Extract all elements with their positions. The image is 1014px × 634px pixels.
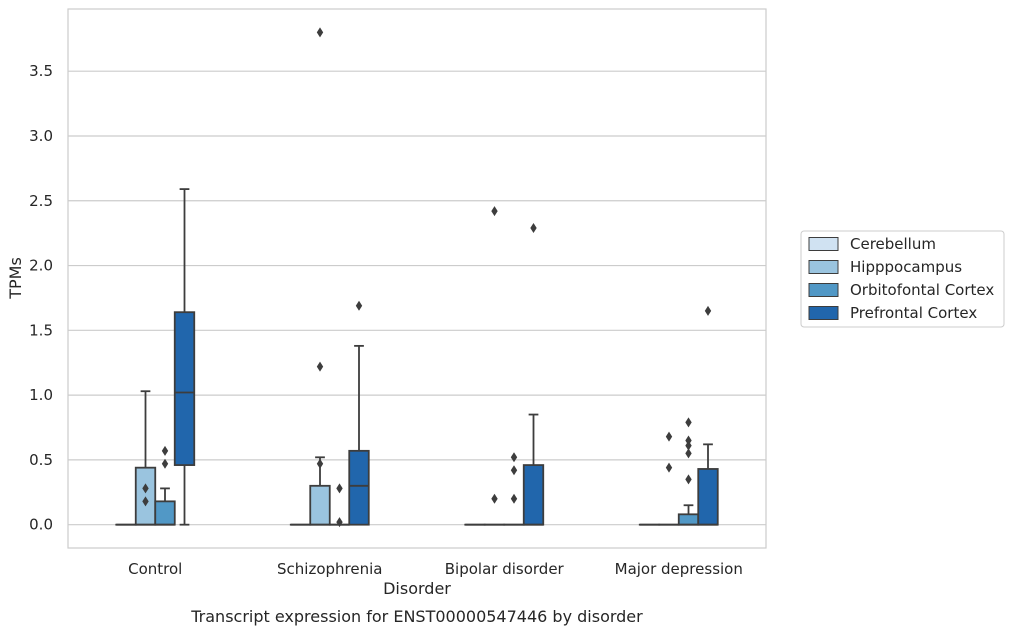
outlier-point: [355, 300, 363, 311]
outlier-point: [704, 305, 712, 316]
outlier-point: [510, 465, 518, 476]
y-tick-label: 0.0: [29, 516, 53, 534]
outlier-point: [685, 440, 692, 451]
box-body: [309, 484, 331, 526]
box-body: [154, 500, 176, 526]
outlier-point: [161, 458, 169, 469]
outlier-point: [685, 435, 692, 446]
y-axis-label: TPMs: [6, 257, 25, 300]
box-body: [134, 466, 157, 526]
box-bipolar-disorder-orbitofontal-cortex: [503, 452, 525, 526]
outlier-point: [491, 206, 498, 217]
outlier-point: [316, 27, 324, 38]
outlier-point: [510, 452, 518, 463]
legend-swatch: [808, 237, 839, 251]
box-control-prefrontal-cortex: [173, 188, 196, 526]
gridlines: [68, 70, 766, 526]
box-body: [697, 468, 719, 526]
outlier-point: [142, 496, 149, 507]
box-body: [522, 464, 545, 526]
x-tick-label: Bipolar disorder: [445, 560, 565, 578]
y-tick-label: 1.5: [29, 321, 53, 339]
outlier-point: [491, 493, 498, 504]
outlier-point: [665, 462, 673, 473]
outlier-point: [316, 361, 324, 372]
boxes: [115, 27, 719, 528]
outlier-point: [685, 474, 692, 485]
outlier-point: [685, 448, 692, 459]
legend-swatch: [808, 283, 839, 297]
box-major-depression-prefrontal-cortex: [697, 305, 719, 526]
box-major-depression-orbitofontal-cortex: [677, 417, 700, 526]
box-control-hipppocampus: [134, 390, 157, 526]
outlier-point: [510, 493, 518, 504]
y-axis-ticks: 0.0 0.5 1.0 1.5 2.0 2.5 3.0 3.5: [29, 62, 53, 533]
x-axis-ticks: Control Schizophrenia Bipolar disorder Majo…: [128, 560, 743, 578]
legend-entry-label: Hipppocampus: [850, 258, 962, 276]
legend-entry-label: Prefrontal Cortex: [850, 304, 977, 322]
legend-frame: [800, 230, 1005, 328]
legend-swatch: [808, 306, 839, 320]
legend-entry-label: Cerebellum: [850, 235, 936, 253]
y-tick-label: 1.0: [29, 386, 53, 404]
plot-area-frame: [67, 8, 767, 549]
box-schizophrenia-hipppocampus: [309, 27, 331, 526]
outlier-point: [530, 222, 537, 233]
y-tick-label: 2.0: [29, 257, 53, 275]
box-body: [173, 311, 196, 466]
box-bipolar-disorder-prefrontal-cortex: [522, 222, 545, 526]
y-tick-label: 2.5: [29, 192, 53, 210]
box-schizophrenia-orbitofontal-cortex: [328, 483, 351, 528]
outlier-point: [665, 431, 673, 442]
chart-caption: Transcript expression for ENST0000054744…: [190, 607, 643, 626]
y-tick-label: 0.5: [29, 451, 53, 469]
legend: Cerebellum Hipppocampus Orbitofontal Corte…: [800, 230, 1005, 328]
outlier-point: [316, 458, 324, 469]
outlier-point: [336, 517, 343, 528]
outlier-point: [685, 417, 692, 428]
box-schizophrenia-prefrontal-cortex: [348, 300, 370, 526]
box-body: [677, 513, 700, 526]
outlier-point: [161, 445, 169, 456]
legend-entry-label: Orbitofontal Cortex: [850, 281, 994, 299]
y-tick-label: 3.0: [29, 127, 53, 145]
y-tick-label: 3.5: [29, 62, 53, 80]
x-tick-label: Major depression: [615, 560, 743, 578]
box-control-orbitofontal-cortex: [154, 445, 176, 526]
box-bipolar-disorder-hipppocampus: [483, 206, 506, 526]
x-axis-label: Disorder: [383, 579, 451, 598]
outlier-point: [142, 483, 149, 494]
box-major-depression-hipppocampus: [658, 431, 680, 526]
x-tick-label: Control: [128, 560, 182, 578]
legend-swatch: [808, 260, 839, 274]
box-body: [348, 449, 370, 526]
x-tick-label: Schizophrenia: [277, 560, 382, 578]
outlier-point: [336, 483, 343, 494]
